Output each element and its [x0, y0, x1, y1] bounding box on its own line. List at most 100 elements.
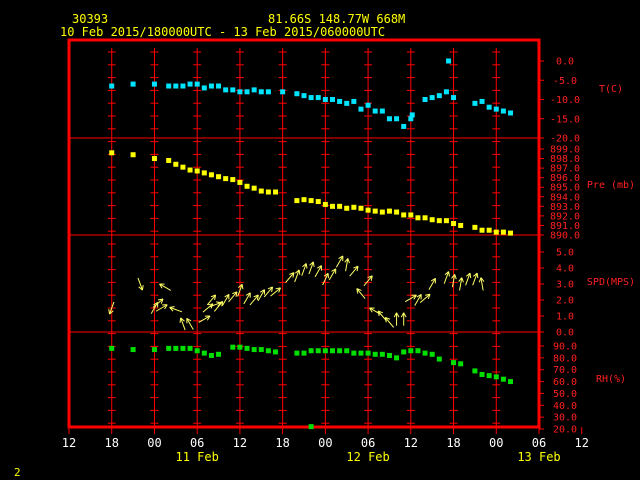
wind-arrow-shaft	[459, 277, 463, 291]
data-point	[443, 89, 449, 95]
data-point	[208, 83, 214, 89]
data-point	[358, 106, 364, 112]
data-point	[315, 95, 321, 101]
data-point	[408, 116, 414, 122]
wind-arrow	[308, 261, 315, 275]
data-point	[500, 376, 506, 382]
data-point	[358, 350, 364, 356]
wind-arrow-head	[323, 272, 329, 277]
wind-arrow-head	[157, 298, 164, 301]
x-tick-label: 18	[446, 436, 460, 450]
wind-arrow-shaft	[180, 317, 186, 331]
y-tick-label: 3.0	[556, 280, 574, 291]
y-tick-label: 50.0	[553, 389, 577, 400]
wind-arrow-head	[289, 272, 295, 275]
y-tick-label: 891.0	[550, 221, 580, 232]
data-point	[173, 345, 179, 351]
wind-arrow	[263, 286, 274, 298]
wind-arrow	[202, 303, 214, 313]
wind-arrow-head	[465, 272, 471, 277]
wind-arrow	[155, 304, 168, 312]
data-point	[251, 185, 257, 191]
wind-arrow	[137, 277, 144, 291]
y-tick-label: 60.0	[553, 377, 577, 388]
wind-arrow-head	[473, 272, 478, 277]
data-point	[230, 87, 236, 93]
wind-arrow-shaft	[363, 275, 373, 287]
wind-arrow-head	[416, 293, 422, 298]
wind-arrow-head	[476, 273, 479, 279]
wind-arrow-head	[253, 294, 259, 298]
wind-arrow-head	[210, 294, 216, 298]
wind-arrow	[344, 258, 350, 272]
data-point	[230, 177, 236, 183]
wind-arrow-head	[138, 286, 143, 291]
wind-arrow-head	[141, 285, 144, 291]
wind-arrow-shaft	[213, 301, 224, 312]
data-point	[308, 95, 314, 101]
wind-arrow-shaft	[414, 294, 422, 306]
y-tick-label: 0.0	[556, 328, 574, 339]
data-point	[422, 350, 428, 356]
data-point	[344, 348, 350, 354]
data-point	[216, 351, 222, 357]
data-point	[194, 348, 200, 354]
wind-arrow-shaft	[451, 274, 456, 288]
data-point	[308, 198, 314, 204]
data-point	[258, 188, 264, 194]
wind-arrow-shaft	[322, 273, 329, 286]
wind-arrow	[108, 301, 115, 315]
data-point	[358, 205, 364, 211]
data-point	[351, 98, 357, 104]
data-point	[216, 83, 222, 89]
wind-arrow-head	[271, 286, 274, 293]
data-point	[344, 205, 350, 211]
wind-arrow	[451, 274, 457, 288]
data-point	[173, 161, 179, 167]
data-point	[151, 81, 157, 87]
x-tick-label: 00	[147, 436, 161, 450]
data-point	[394, 209, 400, 215]
wind-arrow-shaft	[198, 315, 211, 323]
data-point	[351, 204, 357, 210]
wind-arrow-head	[221, 301, 224, 307]
data-point	[493, 374, 499, 380]
wind-arrow	[237, 283, 244, 297]
y-axis-label: SPD(MPS)	[587, 277, 635, 288]
data-point	[315, 348, 321, 354]
wind-arrow	[270, 287, 281, 297]
x-date-label: 11 Feb	[176, 450, 219, 464]
wind-arrow	[377, 310, 387, 322]
wind-arrow-head	[186, 317, 192, 322]
wind-arrow	[249, 294, 259, 306]
wind-arrow-shaft	[155, 304, 168, 312]
wind-arrow	[384, 316, 395, 328]
wind-arrow	[478, 277, 485, 291]
data-point	[301, 93, 307, 99]
data-point	[458, 361, 464, 367]
data-point	[415, 348, 421, 354]
y-tick-label: 895.0	[550, 183, 580, 194]
wind-arrow-shaft	[109, 301, 115, 315]
data-point	[216, 174, 222, 180]
data-point	[451, 360, 457, 366]
wind-arrow-head	[275, 287, 281, 290]
x-tick-label: 12	[233, 436, 247, 450]
data-point	[379, 108, 385, 114]
wind-arrow	[301, 263, 308, 276]
wind-arrow-head	[393, 312, 398, 318]
wind-arrow-shaft	[335, 255, 344, 268]
wind-arrow-shaft	[314, 265, 322, 278]
data-point	[201, 350, 207, 356]
wind-arrow-head	[206, 315, 211, 321]
data-point	[479, 227, 485, 233]
wind-arrow-shaft	[419, 293, 431, 303]
y-tick-label: 0.0	[556, 57, 574, 68]
wind-arrow	[393, 312, 400, 326]
wind-arrow	[349, 265, 359, 277]
wind-arrow-head	[331, 268, 336, 272]
wind-arrow-head	[458, 277, 463, 282]
wind-arrow-head	[469, 273, 472, 279]
x-tick-label: 12	[575, 436, 589, 450]
